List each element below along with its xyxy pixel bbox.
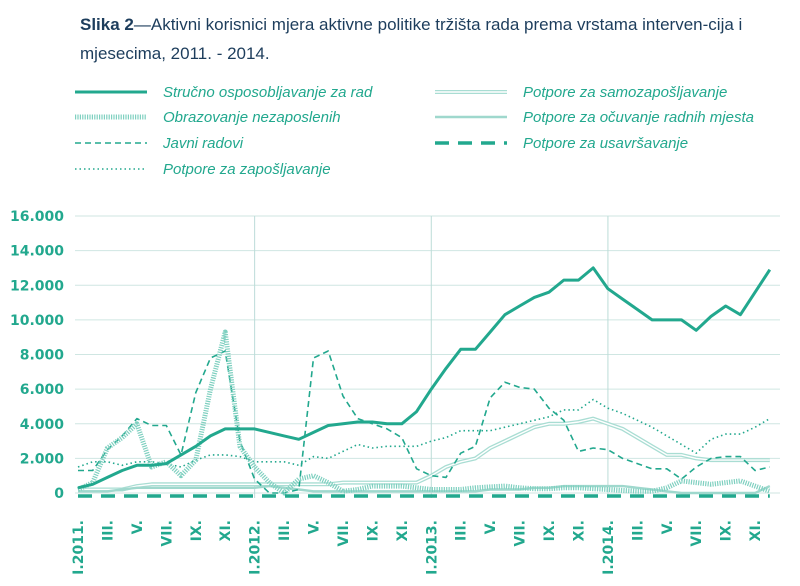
y-tick-label: 4.000 [20, 417, 65, 433]
x-tick-label: XI. [748, 520, 764, 541]
x-tick-label: XI. [571, 520, 587, 541]
x-tick-label: IX. [365, 520, 381, 541]
x-tick-label: I.2012. [248, 520, 264, 575]
x-tick-label: I.2014. [601, 520, 617, 575]
x-tick-label: VII. [159, 520, 175, 547]
x-tick-label: V. [483, 520, 499, 534]
x-tick-label: V. [307, 520, 323, 534]
x-tick-label: XI. [395, 520, 411, 541]
x-tick-label: VII. [336, 520, 352, 547]
title-text: —Aktivni korisnici mjera aktivne politik… [80, 15, 743, 63]
y-tick-label: 0 [54, 486, 64, 502]
chart-title: Slika 2—Aktivni korisnici mjera aktivne … [80, 10, 780, 68]
x-tick-label: VII. [689, 520, 705, 547]
legend-label: Potpore za samozapošljavanje [523, 84, 727, 101]
x-tick-label: III. [277, 520, 293, 541]
y-tick-label: 6.000 [20, 382, 65, 398]
legend-label: Obrazovanje nezaposlenih [163, 109, 341, 126]
y-tick-label: 2.000 [20, 451, 65, 467]
title-prefix: Slika 2 [80, 15, 134, 34]
series-line [78, 417, 770, 491]
legend-label: Javni radovi [162, 135, 244, 152]
x-tick-label: III. [630, 520, 646, 541]
legend-label: Potpore za zapošljavanje [163, 161, 331, 178]
x-tick-label: III. [100, 520, 116, 541]
series-line [78, 350, 770, 494]
series-line [76, 329, 771, 496]
y-tick-label: 12.000 [10, 278, 64, 294]
y-tick-label: 10.000 [10, 313, 64, 329]
x-tick-label: IX. [189, 520, 205, 541]
x-tick-label: IX. [542, 520, 558, 541]
x-tick-label: I.2013. [424, 520, 440, 575]
y-tick-label: 16.000 [10, 209, 64, 225]
x-tick-label: V. [130, 520, 146, 534]
legend-label: Potpore za očuvanje radnih mjesta [523, 109, 754, 126]
x-tick-label: III. [454, 520, 470, 541]
legend-label: Potpore za usavršavanje [523, 135, 688, 152]
x-tick-label: I.2011. [71, 520, 87, 575]
y-tick-label: 8.000 [20, 348, 65, 364]
series-line [77, 266, 772, 490]
x-tick-label: IX. [719, 520, 735, 541]
legend-label: Stručno osposobljavanje za rad [163, 84, 373, 101]
y-tick-label: 14.000 [10, 244, 64, 260]
x-tick-label: V. [660, 520, 676, 534]
x-tick-label: XI. [218, 520, 234, 541]
x-tick-label: VII. [513, 520, 529, 547]
series-line [77, 398, 771, 468]
